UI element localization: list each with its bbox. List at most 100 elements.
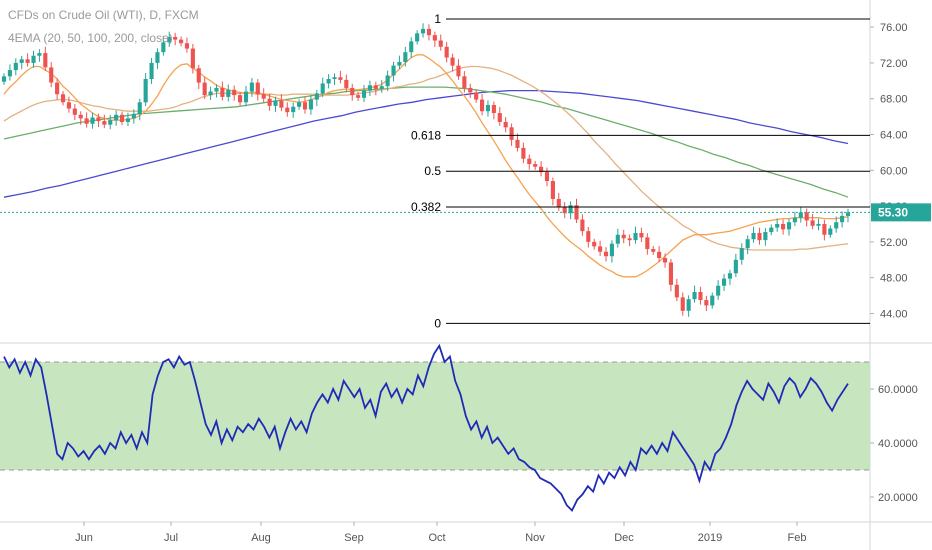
time-tick-label: Sep: [344, 532, 364, 544]
candle-body: [468, 87, 473, 93]
candle-body: [834, 222, 839, 229]
ema200-line: [3, 89, 849, 198]
candle-body: [645, 237, 650, 250]
candle-body: [527, 158, 532, 165]
candle-body: [662, 258, 668, 263]
candle-body: [167, 36, 172, 43]
candle-body: [745, 239, 750, 249]
fib-level-label: 0.618: [411, 128, 441, 142]
price-tick-label: 64.00: [880, 130, 908, 142]
rsi-tick-label: 40.0000: [878, 438, 918, 450]
candle-body: [220, 87, 225, 97]
price-tick-label: 68.00: [880, 94, 908, 106]
candle-body: [297, 102, 302, 107]
candle-body: [373, 85, 378, 89]
candle-body: [550, 181, 555, 199]
candle-body: [668, 262, 674, 285]
candle-body: [781, 224, 786, 230]
candle-body: [562, 206, 567, 214]
rsi-line: [3, 343, 849, 513]
price-tick-label: 72.00: [880, 58, 908, 70]
candle-body: [686, 299, 691, 311]
candle-body: [556, 198, 561, 207]
candle-body: [326, 79, 331, 84]
candle-body: [485, 104, 491, 112]
axes: 76.0072.0068.0064.0060.0056.0052.0048.00…: [75, 22, 931, 544]
candle-body: [131, 113, 136, 119]
candle-body: [763, 232, 768, 241]
candle-body: [60, 94, 66, 103]
candle-body: [19, 59, 24, 63]
candle-body: [840, 215, 845, 223]
candle-body: [137, 102, 142, 114]
time-tick-label: Jun: [75, 532, 93, 544]
candle-body: [72, 108, 77, 115]
candle-body: [674, 284, 679, 298]
time-tick-label: Aug: [251, 532, 271, 544]
candles: [1, 23, 851, 317]
candle-body: [804, 212, 809, 221]
rsi-tick-label: 60.0000: [878, 384, 918, 396]
candle-body: [55, 82, 60, 95]
candle-body: [96, 117, 101, 122]
time-tick-label: Nov: [525, 532, 545, 544]
candle-body: [450, 57, 455, 66]
candle-body: [149, 62, 154, 80]
candle-body: [586, 231, 591, 242]
candle-body: [769, 227, 774, 233]
candle-body: [255, 82, 260, 95]
candle-body: [391, 65, 396, 76]
candle-body: [196, 68, 201, 83]
candle-body: [474, 92, 479, 100]
candle-body: [356, 95, 361, 98]
candle-body: [845, 212, 851, 216]
candle-body: [739, 248, 744, 260]
price-tick-label: 48.00: [880, 273, 908, 285]
candle-body: [757, 232, 762, 241]
candle-body: [90, 117, 95, 124]
candle-body: [786, 222, 792, 230]
candle-body: [462, 76, 467, 88]
candle-body: [828, 228, 833, 235]
candle-body: [710, 295, 715, 306]
ema100-line: [3, 86, 849, 198]
price-tick-label: 44.00: [880, 309, 908, 321]
candle-body: [615, 234, 620, 244]
candle-body: [267, 98, 272, 106]
candle-body: [25, 59, 30, 63]
candle-body: [84, 118, 89, 124]
candle-body: [13, 62, 18, 71]
fib-level-label: 0: [434, 316, 441, 330]
candle-body: [49, 67, 54, 83]
rsi-pane: [0, 343, 870, 513]
candle-body: [544, 172, 550, 182]
rsi-band: [0, 362, 870, 470]
candle-body: [432, 35, 437, 41]
candle-body: [7, 70, 12, 77]
time-tick-label: Feb: [788, 532, 807, 544]
candle-body: [810, 220, 815, 226]
candle-body: [350, 87, 355, 96]
candle-body: [261, 94, 266, 99]
current-price-badge: [871, 203, 931, 222]
candle-body: [515, 139, 520, 148]
candle-body: [320, 83, 325, 94]
candle-body: [208, 91, 213, 96]
time-tick-label: Jul: [164, 532, 178, 544]
candle-body: [692, 292, 697, 300]
current-price-label: 55.30: [878, 205, 908, 219]
candle-body: [37, 53, 42, 56]
candle-body: [102, 121, 107, 125]
candle-body: [721, 278, 727, 286]
ema-lines: [3, 54, 849, 278]
candle-body: [733, 259, 738, 274]
candle-body: [243, 91, 249, 103]
candle-body: [114, 114, 119, 121]
candle-body: [727, 273, 733, 279]
candle-body: [361, 90, 367, 98]
candle-body: [178, 39, 184, 44]
candle-body: [409, 41, 414, 53]
candle-body: [627, 238, 632, 241]
time-tick-label: 2019: [698, 532, 722, 544]
candle-body: [444, 46, 449, 58]
